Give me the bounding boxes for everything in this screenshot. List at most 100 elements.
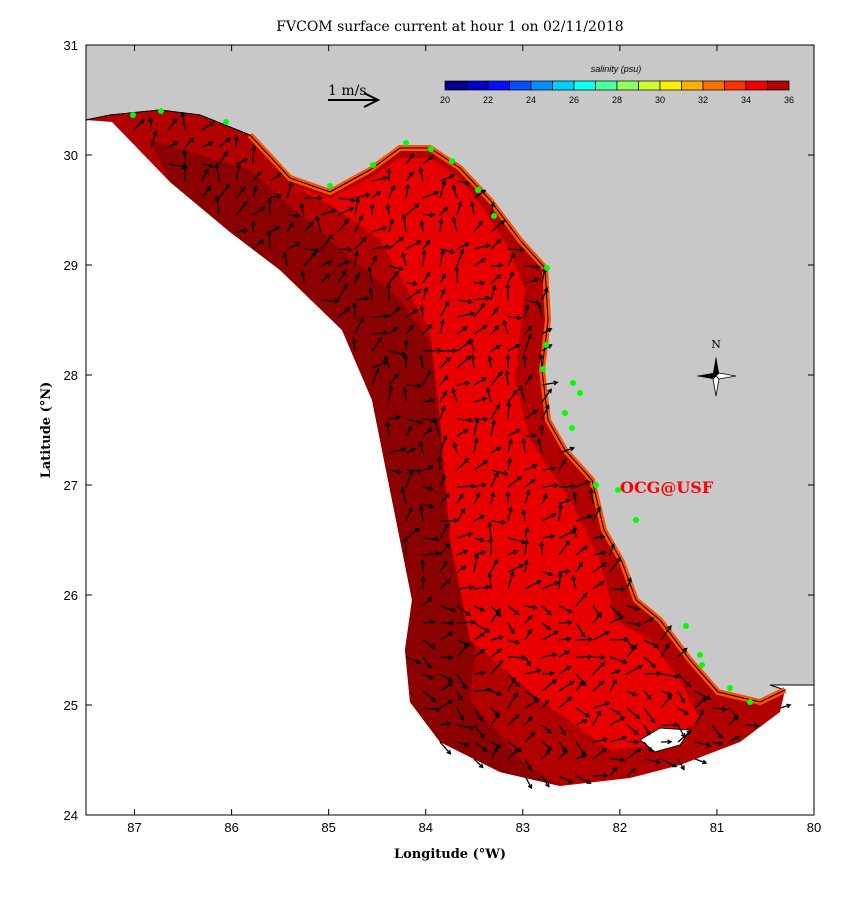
current-arrow	[405, 418, 423, 424]
current-arrowhead	[445, 721, 452, 727]
current-arrow	[524, 490, 530, 505]
current-arrow	[541, 328, 552, 335]
current-arrowhead	[429, 397, 435, 403]
current-arrowhead	[510, 252, 515, 258]
current-arrow	[456, 690, 463, 701]
current-arrowhead	[496, 274, 502, 280]
current-arrowhead	[509, 628, 515, 635]
current-arrow	[303, 248, 320, 252]
current-arrow	[235, 164, 241, 182]
current-arrow	[384, 356, 390, 369]
current-arrowhead	[735, 735, 741, 741]
current-arrow	[337, 270, 347, 284]
current-arrowhead	[596, 506, 601, 512]
current-arrowhead	[504, 369, 510, 375]
current-arrowhead	[417, 468, 423, 474]
current-arrow	[439, 250, 444, 267]
current-arrow	[337, 219, 349, 233]
current-arrowhead	[182, 163, 188, 169]
scale-arrow: 1 m/s	[328, 83, 381, 108]
current-arrow	[235, 187, 246, 199]
current-arrowhead	[505, 282, 511, 289]
current-arrowhead	[419, 304, 425, 310]
current-arrowhead	[482, 324, 488, 330]
current-arrow	[439, 219, 442, 233]
current-arrowhead	[428, 485, 435, 491]
current-arrowhead	[513, 691, 518, 698]
current-arrow	[507, 741, 522, 752]
current-arrow	[643, 617, 654, 624]
x-tick-label: 84	[418, 820, 432, 835]
current-arrowhead	[650, 718, 656, 724]
current-arrow	[269, 226, 280, 233]
current-arrowhead	[632, 691, 638, 697]
current-arrow	[524, 334, 532, 352]
current-arrow	[455, 267, 458, 284]
current-arrow	[252, 206, 265, 216]
current-arrow	[558, 681, 574, 692]
current-arrow	[371, 369, 379, 386]
current-arrowhead	[491, 419, 497, 425]
current-arrowhead	[416, 240, 422, 245]
current-arrow	[439, 248, 455, 254]
current-arrow	[609, 544, 615, 556]
current-arrowhead	[364, 296, 370, 302]
current-arrow	[252, 171, 262, 182]
current-arrow	[473, 244, 490, 250]
station-marker	[683, 623, 689, 629]
current-arrow	[524, 325, 532, 335]
current-arrow	[524, 374, 533, 386]
current-arrowhead	[532, 409, 538, 415]
current-arrowhead	[480, 649, 486, 654]
current-arrowhead	[445, 522, 450, 528]
current-arrowhead	[204, 168, 209, 174]
current-arrowhead	[557, 571, 563, 577]
current-arrow	[337, 261, 349, 267]
current-arrowhead	[474, 417, 480, 423]
current-arrowhead	[527, 716, 533, 722]
current-arrow	[523, 355, 526, 369]
current-arrow	[473, 649, 485, 658]
scale-arrow-label: 1 m/s	[328, 83, 367, 99]
station-marker	[327, 183, 333, 189]
current-arrow	[575, 754, 586, 760]
current-arrowhead	[481, 258, 487, 263]
current-arrow	[201, 163, 214, 168]
current-arrow	[320, 273, 330, 284]
current-arrowhead	[497, 370, 503, 377]
current-arrowhead	[427, 596, 433, 602]
current-arrow	[422, 418, 435, 422]
current-arrowhead	[441, 179, 447, 186]
current-arrow	[456, 532, 473, 539]
current-arrow	[456, 355, 471, 369]
current-arrowhead	[236, 162, 242, 169]
current-arrowhead	[521, 354, 527, 360]
current-arrowhead	[398, 266, 405, 271]
current-arrow	[456, 418, 473, 422]
current-arrow	[507, 507, 512, 522]
current-arrow	[439, 391, 448, 403]
current-arrow	[558, 741, 567, 752]
current-arrowhead	[542, 492, 548, 499]
current-arrow	[456, 707, 464, 721]
current-arrow	[388, 416, 400, 420]
current-arrow	[471, 202, 475, 216]
current-arrow	[592, 612, 602, 624]
current-arrow	[405, 507, 413, 522]
station-marker	[223, 119, 229, 125]
nearshore-water	[290, 158, 700, 750]
colorbar-cell	[595, 80, 618, 91]
current-arrowhead	[480, 733, 485, 739]
current-arrow	[354, 198, 359, 216]
current-arrow	[283, 253, 288, 267]
current-arrow	[677, 690, 685, 703]
current-arrow	[405, 469, 422, 472]
current-arrow	[592, 551, 606, 556]
current-arrow	[473, 297, 490, 301]
current-arrow	[473, 438, 478, 454]
current-arrow	[473, 758, 484, 768]
current-arrowhead	[464, 381, 471, 387]
current-arrowhead	[612, 766, 618, 772]
current-arrow	[386, 204, 390, 216]
current-arrowhead	[527, 628, 532, 635]
